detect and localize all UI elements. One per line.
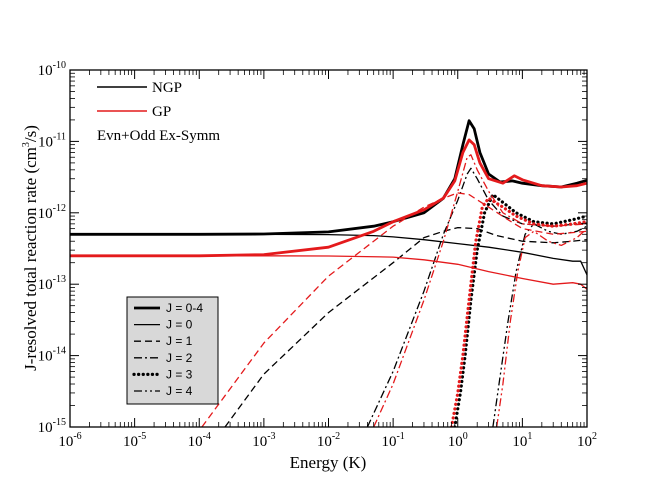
x-tick-label: 10-5 [123,431,146,450]
series-layer [70,119,587,427]
y-tick-label: 10-13 [38,274,66,293]
style-legend-label: J = 3 [166,367,193,381]
style-legend-label: J = 2 [166,351,193,365]
x-tick-label: 100 [448,431,468,450]
series-line-gp-j0 [70,255,587,290]
y-tick-label: 10-14 [38,346,66,365]
y-tick-label: 10-10 [38,60,66,79]
x-tick-label: 102 [577,431,597,450]
style-legend: J = 0-4 J = 0 J = 1 J = 2 J = 3 J = 4 [126,296,219,405]
series-line-gp-j4 [496,228,587,427]
x-axis-title: Energy (K) [290,453,367,472]
series-line-ngp-j4 [492,223,587,427]
color-legend: NGP GP [97,80,182,120]
series-line-gp-j1 [201,192,587,427]
x-tick-label: 10-3 [252,431,275,450]
series-line-gp-j3 [449,196,587,427]
style-legend-label: J = 0-4 [166,301,203,315]
series-line-gp-total [70,138,587,258]
series-line-ngp-j0 [70,233,587,276]
y-tick-label: 10-11 [38,131,66,150]
y-tick-label: 10-12 [38,203,66,222]
x-tick-label: 101 [512,431,532,450]
color-legend-label: GP [152,104,171,120]
x-tick-label: 10-2 [317,431,340,450]
style-legend-label: J = 4 [166,384,193,398]
series-line-ngp-j1 [224,226,587,427]
x-tick-label: 10-1 [381,431,404,450]
style-legend-label: J = 1 [166,334,193,348]
color-legend-label: NGP [152,80,182,96]
annotation-label: Evn+Odd Ex-Symm [97,128,220,144]
style-legend-box [126,296,219,405]
series-line-ngp-j2 [366,167,587,427]
x-tick-label: 10-6 [58,431,81,450]
x-tick-label: 10-4 [188,431,211,450]
series-line-gp-j2 [373,154,587,427]
y-axis-title: J-resolved total reaction rate (cm3/s) [21,125,40,371]
tick-layer [69,69,588,428]
y-tick-label: 10-15 [38,417,66,436]
label-layer: 10-6 10-5 10-4 10-3 10-2 10-1 100 101 102 10-15 10… [38,60,597,450]
series-line-ngp-j3 [453,193,587,427]
style-legend-label: J = 0 [166,318,193,332]
